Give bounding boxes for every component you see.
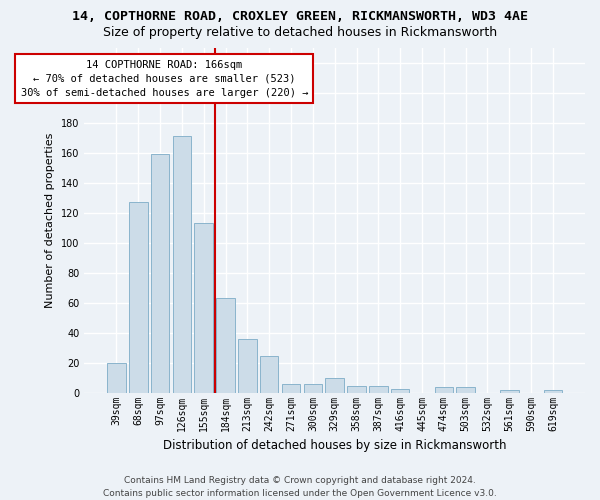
Bar [238,339,257,393]
Text: Contains HM Land Registry data © Crown copyright and database right 2024.
Contai: Contains HM Land Registry data © Crown c… [103,476,497,498]
Bar [260,356,278,393]
Bar [194,224,213,393]
Bar [369,386,388,393]
Bar [457,387,475,393]
Text: Size of property relative to detached houses in Rickmansworth: Size of property relative to detached ho… [103,26,497,39]
Bar [151,154,169,393]
Bar [107,363,126,393]
Bar [434,387,453,393]
Bar [282,384,301,393]
Bar [391,388,409,393]
Text: 14 COPTHORNE ROAD: 166sqm
← 70% of detached houses are smaller (523)
30% of semi: 14 COPTHORNE ROAD: 166sqm ← 70% of detac… [20,60,308,98]
Bar [325,378,344,393]
Bar [347,386,366,393]
Y-axis label: Number of detached properties: Number of detached properties [46,132,55,308]
Bar [544,390,562,393]
Bar [216,298,235,393]
Bar [173,136,191,393]
Bar [500,390,518,393]
Bar [304,384,322,393]
X-axis label: Distribution of detached houses by size in Rickmansworth: Distribution of detached houses by size … [163,440,506,452]
Text: 14, COPTHORNE ROAD, CROXLEY GREEN, RICKMANSWORTH, WD3 4AE: 14, COPTHORNE ROAD, CROXLEY GREEN, RICKM… [72,10,528,23]
Bar [129,202,148,393]
